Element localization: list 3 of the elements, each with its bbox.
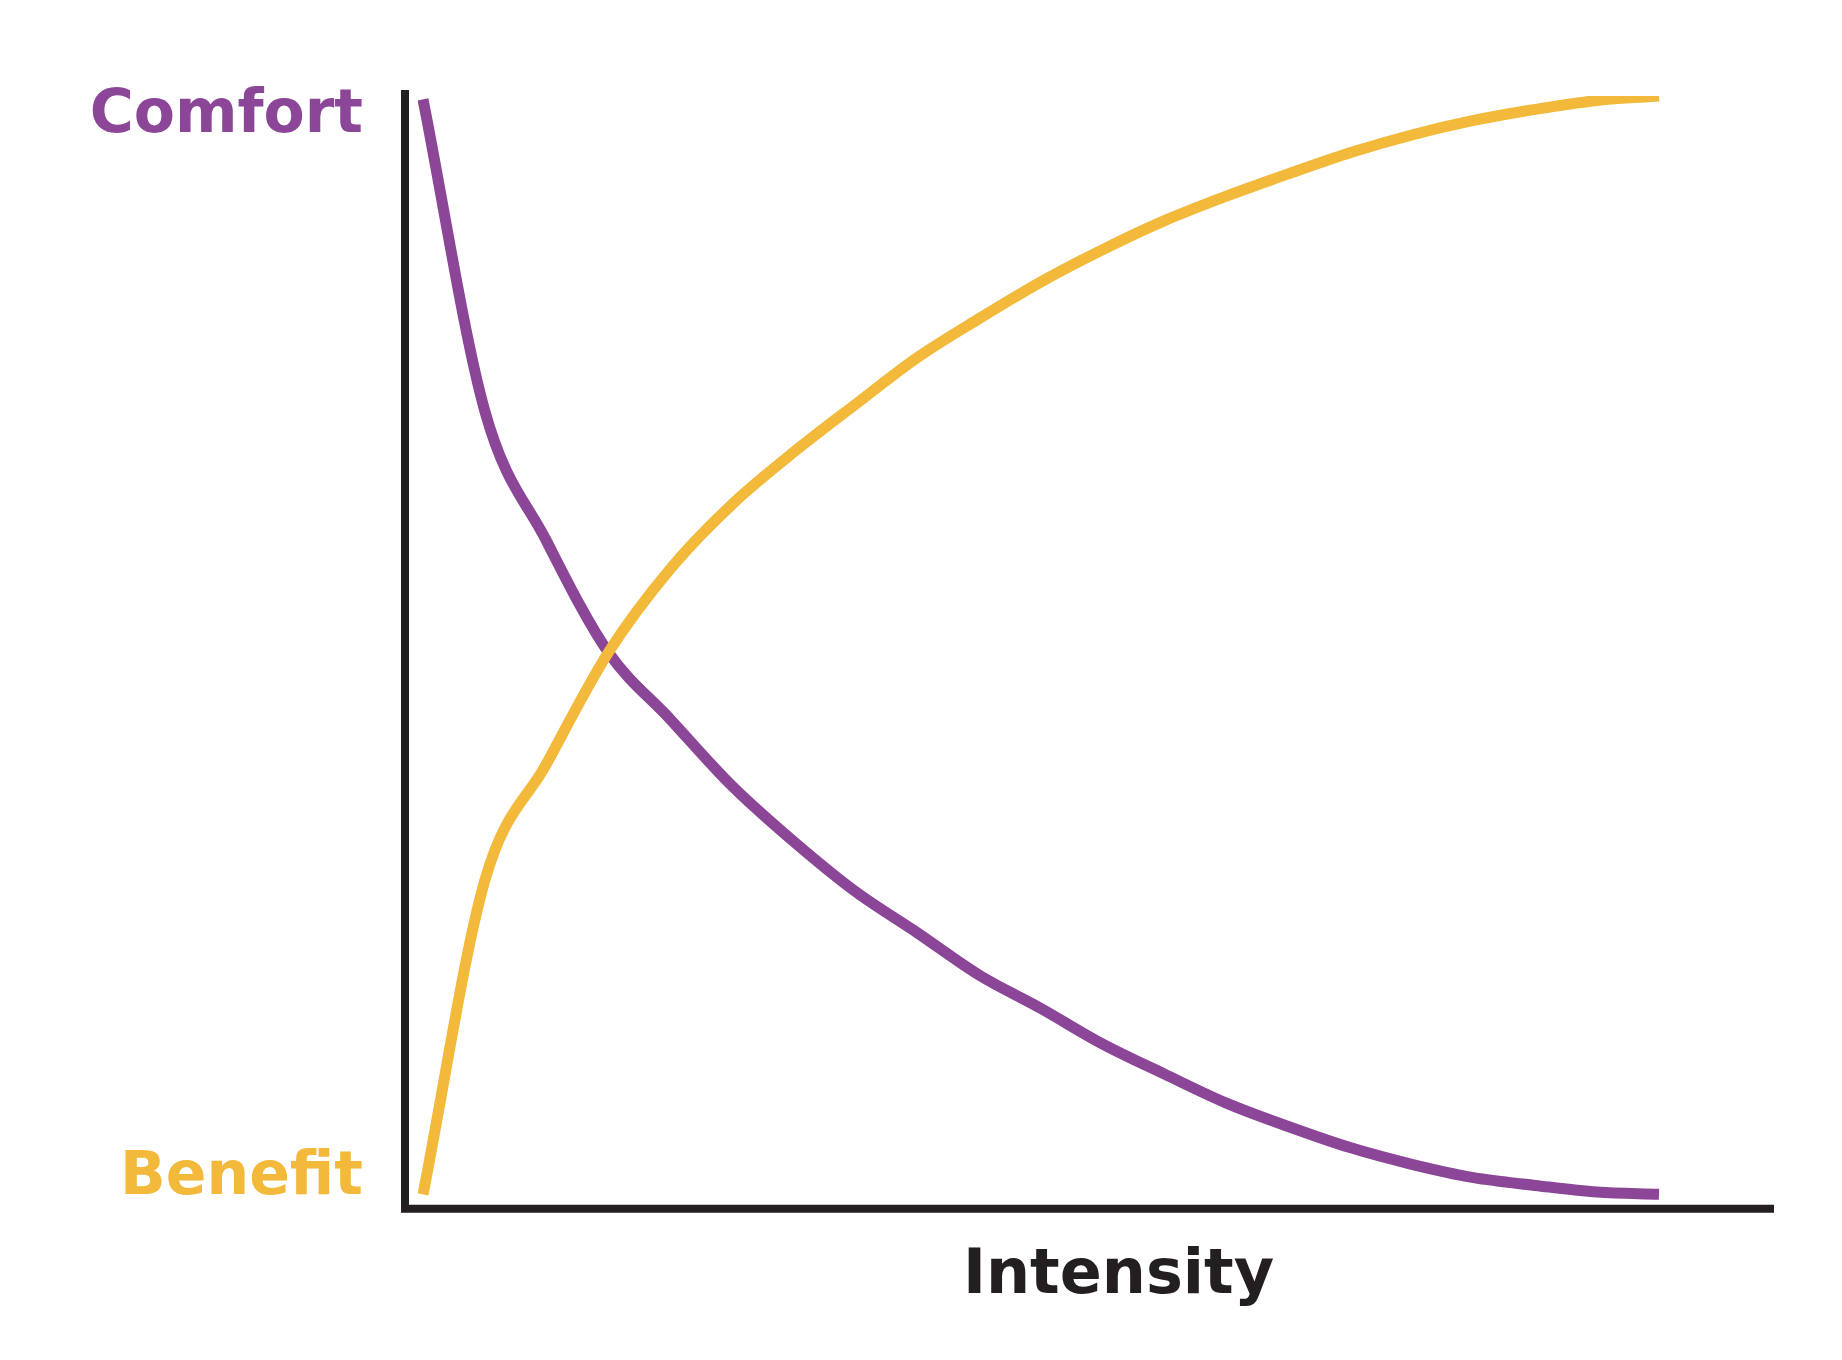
x-axis-title: Intensity	[962, 1234, 1275, 1308]
series-label: Benefit	[120, 1138, 363, 1209]
series-label: Comfort	[89, 75, 363, 146]
